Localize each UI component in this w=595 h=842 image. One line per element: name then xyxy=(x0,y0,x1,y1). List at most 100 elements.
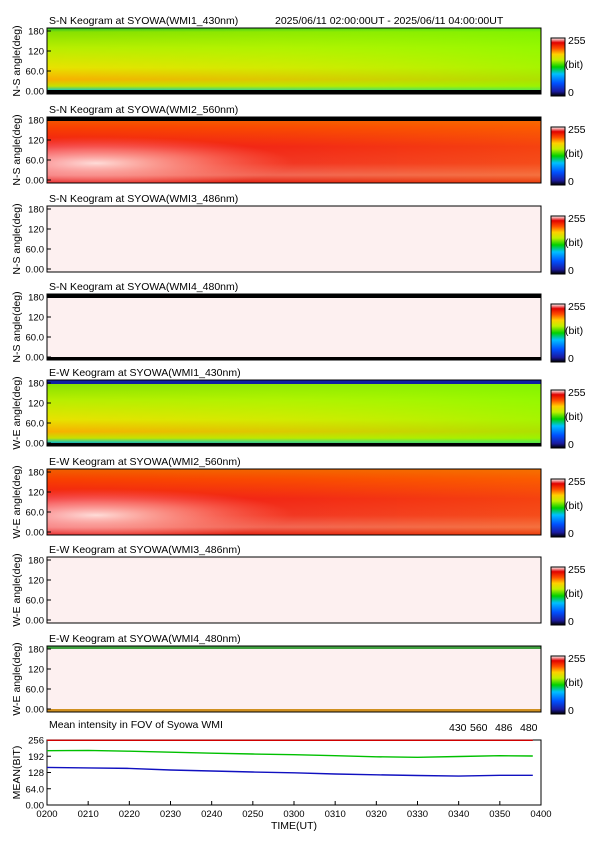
y-tick-label: 180 xyxy=(28,468,44,479)
y-tick-label: 180 xyxy=(28,27,44,38)
colorbar xyxy=(550,126,566,186)
panel-title: S-N Keogram at SYOWA(WMI1_430nm) xyxy=(49,15,238,27)
legend-430: 430 xyxy=(449,722,467,734)
y-tick-label: 180 xyxy=(28,116,44,127)
y-tick-label: 120 xyxy=(28,576,44,587)
panel-frame xyxy=(46,645,542,713)
y-axis-label: W-E angle(deg) xyxy=(11,553,23,626)
x-tick-label: 0310 xyxy=(325,809,346,820)
keogram-panel-2: S-N Keogram at SYOWA(WMI2_560nm) 180 120 60… xyxy=(11,104,586,188)
colorbar-min-label: 0 xyxy=(568,176,574,188)
colorbar-min-label: 0 xyxy=(568,353,574,365)
series-line-430 xyxy=(46,766,533,777)
colorbar-max-label: 255 xyxy=(568,564,586,576)
y-tick-label: 0.00 xyxy=(26,616,45,627)
y-tick-label: 60.0 xyxy=(26,596,45,607)
heat-base xyxy=(47,646,541,712)
panel-frame xyxy=(46,556,542,624)
colorbar-max-label: 255 xyxy=(568,387,586,399)
y-tick-label: 180 xyxy=(28,293,44,304)
y-tick-label: 60.0 xyxy=(26,333,45,344)
colorbar xyxy=(550,566,566,626)
y-tick-label: 120 xyxy=(28,136,44,147)
heat-edge xyxy=(47,294,541,298)
y-tick-label: 120 xyxy=(28,488,44,499)
panel-frame xyxy=(46,293,542,361)
y-tick-label: 0.00 xyxy=(26,87,45,98)
panel-title: S-N Keogram at SYOWA(WMI3_486nm) xyxy=(49,193,238,205)
heat-base xyxy=(47,557,541,623)
series-line-560 xyxy=(46,749,533,759)
keogram-image xyxy=(47,646,541,712)
y-tick-label: 60.0 xyxy=(26,685,45,696)
y-axis-label: W-E angle(deg) xyxy=(11,376,23,449)
y-tick-label: 192 xyxy=(28,752,44,763)
keogram-image xyxy=(47,117,541,183)
y-tick-label: 60.0 xyxy=(26,508,45,519)
colorbar-min-label: 0 xyxy=(568,705,574,717)
colorbar-unit-label: (bit) xyxy=(565,677,583,689)
keogram-panel-3: S-N Keogram at SYOWA(WMI3_486nm) 180 120 60… xyxy=(11,193,586,277)
panel-frame xyxy=(46,379,542,447)
colorbar xyxy=(550,389,566,449)
legend-560: 560 xyxy=(470,722,488,734)
colorbar-unit-label: (bit) xyxy=(565,148,583,160)
y-tick-label: 0.00 xyxy=(26,176,45,187)
keogram-panel-1: S-N Keogram at SYOWA(WMI1_430nm) 2025/06/… xyxy=(11,15,586,99)
x-tick-label: 0300 xyxy=(283,809,304,820)
line-title: Mean intensity in FOV of Syowa WMI xyxy=(49,719,223,731)
y-axis-label: N-S angle(deg) xyxy=(11,203,23,274)
y-tick-label: 60.0 xyxy=(26,419,45,430)
legend-480: 480 xyxy=(520,722,538,734)
y-tick-label: 180 xyxy=(28,556,44,567)
heat-fade xyxy=(47,469,541,535)
colorbar-max-label: 255 xyxy=(568,301,586,313)
y-tick-label: 120 xyxy=(28,665,44,676)
x-tick-label: 0220 xyxy=(119,809,140,820)
colorbar xyxy=(550,655,566,715)
colorbar-min-label: 0 xyxy=(568,265,574,277)
colorbar-unit-label: (bit) xyxy=(565,500,583,512)
heat-fade xyxy=(47,380,541,446)
heat-fade xyxy=(47,117,541,183)
y-tick-label: 0.00 xyxy=(26,801,45,812)
x-tick-label: 0320 xyxy=(366,809,387,820)
heat-edge xyxy=(47,357,541,360)
y-axis-label: W-E angle(deg) xyxy=(11,465,23,538)
heat-edge xyxy=(47,709,541,712)
keogram-panel-8: E-W Keogram at SYOWA(WMI4_480nm) 180 120 60… xyxy=(11,633,586,717)
y-tick-label: 180 xyxy=(28,205,44,216)
colorbar-max-label: 255 xyxy=(568,213,586,225)
keogram-image xyxy=(47,294,541,360)
colorbar-min-label: 0 xyxy=(568,87,574,99)
legend-486: 486 xyxy=(495,722,513,734)
colorbar xyxy=(550,303,566,363)
y-axis-label: N-S angle(deg) xyxy=(11,291,23,362)
panel-title: E-W Keogram at SYOWA(WMI4_480nm) xyxy=(49,633,241,645)
x-tick-label: 0250 xyxy=(242,809,263,820)
colorbar xyxy=(550,215,566,275)
colorbar-unit-label: (bit) xyxy=(565,59,583,71)
colorbar-unit-label: (bit) xyxy=(565,237,583,249)
time-range: 2025/06/11 02:00:00UT - 2025/06/11 04:00… xyxy=(275,15,504,27)
y-tick-label: 180 xyxy=(28,379,44,390)
x-tick-label: 0210 xyxy=(78,809,99,820)
colorbar-unit-label: (bit) xyxy=(565,411,583,423)
keogram-image xyxy=(47,557,541,623)
y-tick-label: 0.00 xyxy=(26,353,45,364)
y-tick-label: 0.00 xyxy=(26,528,45,539)
x-tick-label: 0340 xyxy=(448,809,469,820)
keogram-panel-5: E-W Keogram at SYOWA(WMI1_430nm) 180 120 60… xyxy=(11,367,586,451)
colorbar-min-label: 0 xyxy=(568,616,574,628)
keogram-image xyxy=(47,380,541,446)
panel-title: S-N Keogram at SYOWA(WMI4_480nm) xyxy=(49,281,238,293)
colorbar-min-label: 0 xyxy=(568,439,574,451)
panel-title: E-W Keogram at SYOWA(WMI3_486nm) xyxy=(49,544,241,556)
y-axis-label: N-S angle(deg) xyxy=(11,25,23,96)
panel-frame xyxy=(46,468,542,536)
heat-edge xyxy=(47,117,541,121)
panel-frame xyxy=(46,205,542,273)
heat-edge xyxy=(47,380,541,384)
y-tick-label: 120 xyxy=(28,225,44,236)
panel-frame xyxy=(46,27,542,95)
